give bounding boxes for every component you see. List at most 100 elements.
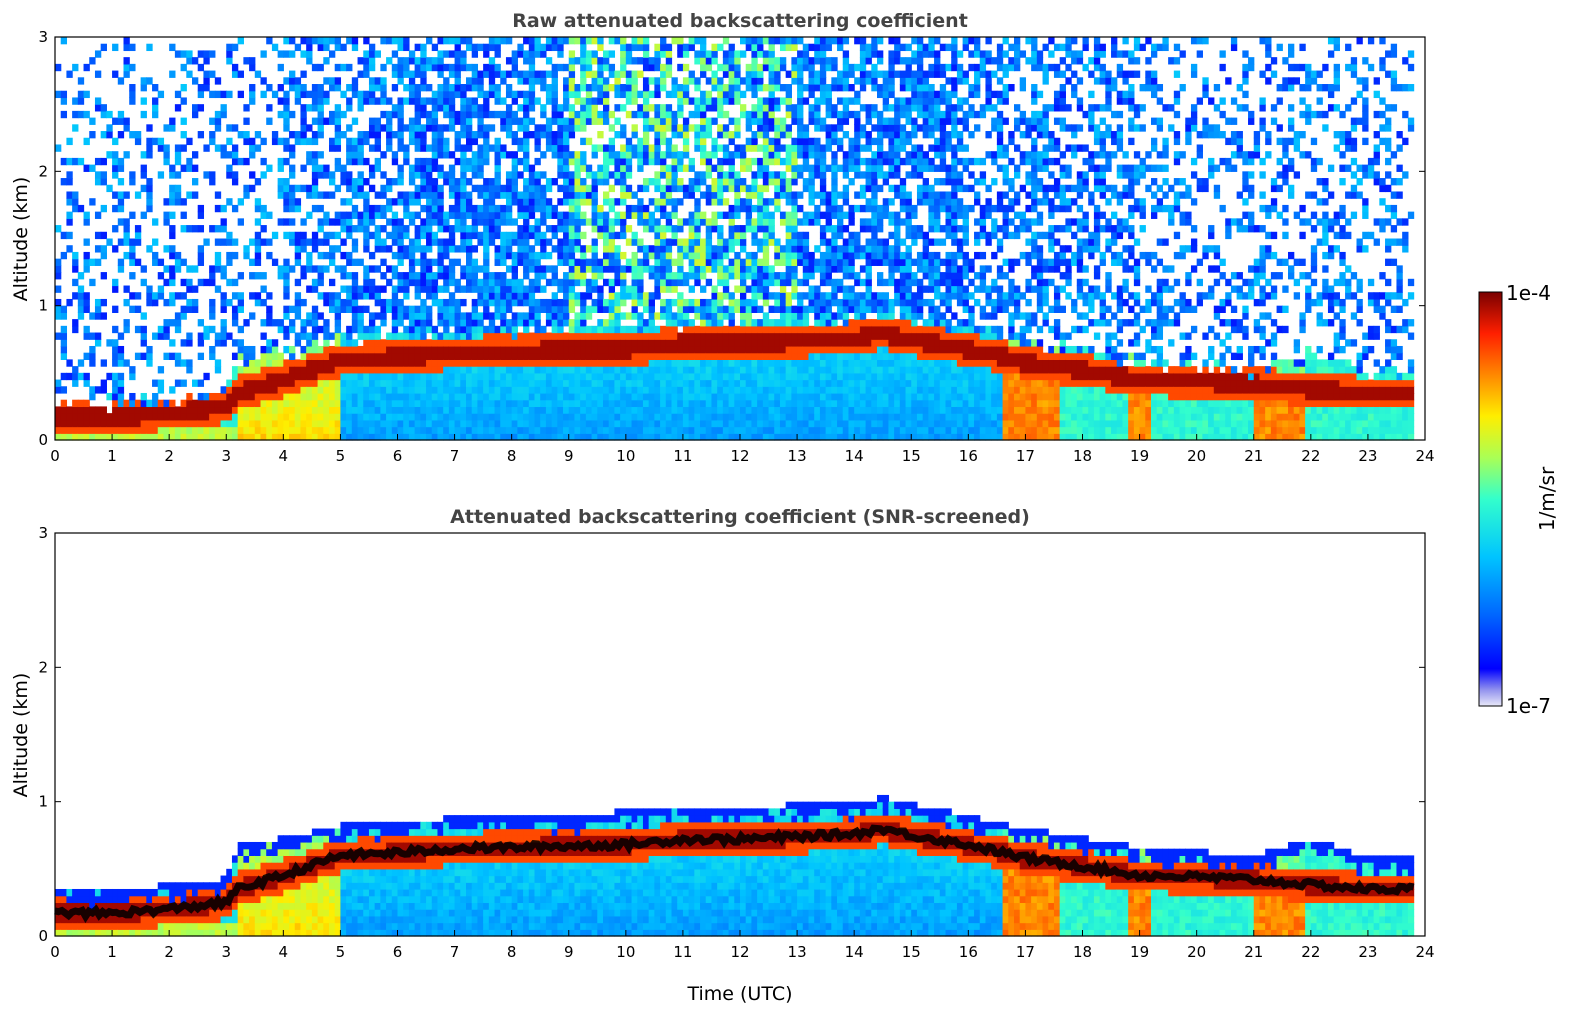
heatmap-cell (637, 386, 644, 394)
heatmap-cell (779, 37, 787, 45)
heatmap-cell (534, 413, 541, 421)
heatmap-cell (620, 372, 627, 381)
heatmap-cell (66, 433, 73, 441)
heatmap-cell (488, 204, 496, 213)
heatmap-cell (722, 265, 730, 273)
heatmap-cell (420, 137, 427, 146)
heatmap-cell (408, 191, 416, 199)
heatmap-cell (311, 178, 319, 186)
heatmap-cell (386, 433, 393, 441)
heatmap-cell (568, 426, 576, 434)
heatmap-cell (768, 104, 775, 112)
heatmap-cell (751, 225, 758, 233)
heatmap-cell (494, 406, 501, 414)
heatmap-cell (437, 285, 444, 293)
heatmap-cell (117, 77, 125, 85)
heatmap-cell (682, 413, 690, 421)
heatmap-cell (186, 332, 193, 340)
heatmap-cell (540, 399, 547, 408)
heatmap-cell (774, 238, 781, 246)
heatmap-cell (180, 198, 187, 206)
heatmap-cell (614, 84, 621, 92)
heatmap-cell (705, 433, 713, 441)
heatmap-cell (477, 110, 484, 119)
heatmap-cell (477, 117, 484, 125)
heatmap-cell (140, 433, 147, 441)
heatmap-cell (511, 372, 518, 381)
heatmap-cell (460, 312, 467, 320)
heatmap-cell (426, 198, 433, 206)
heatmap-cell (123, 124, 130, 132)
heatmap-cell (762, 379, 770, 387)
heatmap-cell (460, 211, 467, 219)
heatmap-cell (483, 251, 490, 260)
heatmap-cell (631, 433, 638, 441)
heatmap-cell (454, 178, 461, 186)
heatmap-cell (146, 298, 153, 307)
heatmap-cell (483, 63, 490, 72)
heatmap-cell (722, 419, 730, 428)
heatmap-cell (677, 312, 684, 320)
heatmap-cell (551, 413, 558, 421)
heatmap-cell (420, 366, 427, 374)
heatmap-cell (237, 325, 244, 334)
heatmap-cell (60, 97, 68, 105)
heatmap-cell (426, 265, 433, 273)
heatmap-cell (757, 319, 764, 327)
heatmap-cell (557, 211, 564, 219)
heatmap-cell (134, 352, 142, 360)
heatmap-cell (129, 399, 136, 408)
heatmap-cell (443, 325, 450, 334)
heatmap-cell (728, 231, 735, 240)
heatmap-cell (351, 433, 359, 441)
heatmap-cell (517, 292, 524, 300)
heatmap-cell (483, 292, 490, 300)
heatmap-cell (391, 332, 399, 340)
heatmap-cell (311, 406, 319, 414)
heatmap-cell (728, 265, 735, 273)
heatmap-cell (209, 50, 216, 58)
heatmap-cell (77, 110, 85, 119)
heatmap-cell (363, 137, 370, 146)
heatmap-cell (631, 211, 638, 219)
heatmap-cell (306, 426, 313, 434)
heatmap-cell (346, 325, 353, 334)
heatmap-cell (426, 285, 433, 293)
heatmap-cell (300, 392, 307, 401)
heatmap-cell (249, 372, 256, 381)
heatmap-cell (89, 392, 96, 401)
heatmap-cell (740, 184, 747, 193)
heatmap-cell (283, 191, 290, 199)
heatmap-cell (494, 204, 501, 213)
heatmap-cell (620, 413, 627, 421)
heatmap-cell (294, 366, 302, 374)
heatmap-cell (180, 164, 187, 172)
heatmap-cell (454, 70, 461, 78)
heatmap-cell (140, 110, 147, 119)
heatmap-cell (414, 419, 421, 428)
heatmap-cell (665, 178, 673, 186)
heatmap-cell (528, 104, 536, 112)
heatmap-cell (112, 413, 119, 421)
heatmap-cell (631, 258, 638, 266)
heatmap-cell (454, 319, 461, 327)
heatmap-cell (100, 104, 107, 112)
heatmap-cell (323, 332, 330, 340)
heatmap-cell (660, 37, 667, 45)
heatmap-cell (311, 63, 319, 72)
heatmap-cell (511, 406, 518, 414)
heatmap-cell (112, 386, 119, 394)
heatmap-cell (762, 413, 770, 421)
heatmap-cell (625, 84, 633, 92)
heatmap-cell (460, 325, 467, 334)
heatmap-cell (152, 399, 159, 408)
heatmap-cell (437, 151, 444, 159)
heatmap-cell (660, 265, 667, 273)
heatmap-cell (203, 433, 210, 441)
heatmap-cell (523, 191, 530, 199)
heatmap-cell (266, 366, 273, 374)
heatmap-cell (717, 372, 724, 381)
heatmap-cell (448, 298, 456, 307)
heatmap-cell (254, 251, 262, 260)
heatmap-cell (534, 359, 541, 367)
